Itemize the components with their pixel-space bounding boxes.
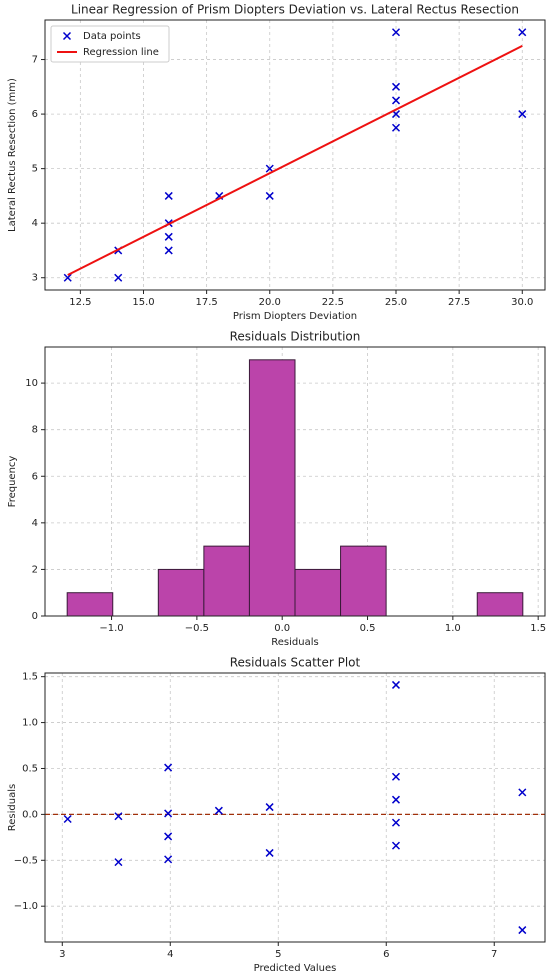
y-tick-label: 8: [32, 425, 38, 436]
legend-swatch: [62, 31, 72, 41]
y-axis-label: Residuals: [7, 784, 18, 831]
data-point: [391, 28, 401, 37]
y-tick-label: 6: [32, 471, 38, 482]
data-point: [518, 110, 527, 119]
y-tick-label: −0.5: [14, 855, 38, 866]
y-tick-label: 7: [32, 55, 38, 66]
y-axis-label: Frequency: [7, 456, 18, 508]
data-point: [518, 28, 527, 37]
data-point: [214, 806, 223, 815]
histogram-bar: [340, 545, 387, 617]
data-point: [164, 809, 173, 818]
x-tick-label: 27.5: [448, 297, 470, 308]
data-point: [391, 680, 401, 689]
x-tick-label: −1.0: [99, 623, 123, 634]
data-point: [518, 788, 527, 797]
x-tick-label: 17.5: [195, 297, 217, 308]
x-tick-label: 22.5: [322, 297, 344, 308]
x-tick-label: 30.0: [511, 297, 533, 308]
regression-line: [67, 45, 523, 276]
x-tick-label: 6: [383, 949, 389, 960]
x-tick-label: 1.5: [530, 623, 546, 634]
y-tick-label: 0.0: [22, 809, 38, 820]
y-tick-label: 4: [32, 218, 38, 229]
data-point: [265, 848, 274, 857]
data-point: [114, 858, 123, 867]
y-tick-label: 6: [32, 109, 38, 120]
data-point: [391, 772, 401, 781]
chart-title: Residuals Distribution: [230, 330, 361, 344]
axes-frame: [44, 19, 546, 291]
data-point: [391, 123, 401, 132]
legend-box: [50, 25, 170, 63]
y-tick-label: 3: [32, 273, 38, 284]
x-tick-label: 12.5: [69, 297, 91, 308]
data-point: [164, 832, 173, 841]
histogram-bar: [203, 545, 250, 617]
x-tick-label: 4: [167, 949, 173, 960]
axes-frame: [44, 346, 546, 617]
y-tick-label: 4: [32, 518, 38, 529]
data-point: [391, 82, 401, 91]
data-point: [164, 246, 173, 255]
x-tick-label: 25.0: [385, 297, 407, 308]
histogram-bar: [294, 568, 342, 617]
legend-label: Regression line: [83, 47, 159, 58]
data-point: [391, 818, 401, 827]
y-tick-label: 0.5: [22, 763, 38, 774]
x-tick-label: −0.5: [185, 623, 209, 634]
histogram-bar: [476, 592, 524, 617]
x-tick-label: 15.0: [132, 297, 154, 308]
data-point: [164, 191, 173, 200]
data-point: [114, 812, 123, 821]
data-point: [391, 96, 401, 105]
x-tick-label: 0.0: [274, 623, 290, 634]
x-tick-label: 3: [59, 949, 65, 960]
axes-frame: [44, 672, 546, 943]
chart-title: Residuals Scatter Plot: [230, 656, 361, 670]
chart-title: Linear Regression of Prism Diopters Devi…: [71, 3, 519, 17]
x-tick-label: 20.0: [259, 297, 281, 308]
y-tick-label: 1.5: [22, 672, 38, 683]
data-point: [164, 232, 173, 241]
data-point: [265, 803, 274, 812]
y-tick-label: 5: [32, 164, 38, 175]
x-tick-label: 0.5: [360, 623, 376, 634]
y-tick-label: 2: [32, 564, 38, 575]
data-point: [164, 763, 173, 772]
y-tick-label: 1.0: [22, 718, 38, 729]
histogram-bar: [248, 359, 296, 617]
x-tick-label: 7: [491, 949, 497, 960]
data-point: [63, 273, 72, 282]
histogram-bar: [66, 592, 114, 617]
data-point: [391, 795, 401, 804]
y-tick-label: 10: [25, 378, 38, 389]
x-axis-label: Predicted Values: [254, 963, 337, 974]
y-axis-label: Lateral Rectus Resection (mm): [7, 78, 18, 232]
data-point: [63, 814, 72, 824]
x-axis-label: Prism Diopters Deviation: [233, 311, 357, 322]
y-tick-label: 0: [32, 611, 38, 622]
data-point: [391, 841, 401, 850]
x-tick-label: 1.0: [445, 623, 461, 634]
data-point: [164, 855, 173, 864]
x-axis-label: Residuals: [271, 637, 318, 648]
data-point: [114, 273, 123, 282]
histogram-bar: [157, 568, 205, 617]
x-tick-label: 5: [275, 949, 281, 960]
y-tick-label: −1.0: [14, 901, 38, 912]
legend-label: Data points: [83, 31, 141, 42]
data-point: [518, 926, 527, 935]
data-point: [265, 191, 274, 200]
